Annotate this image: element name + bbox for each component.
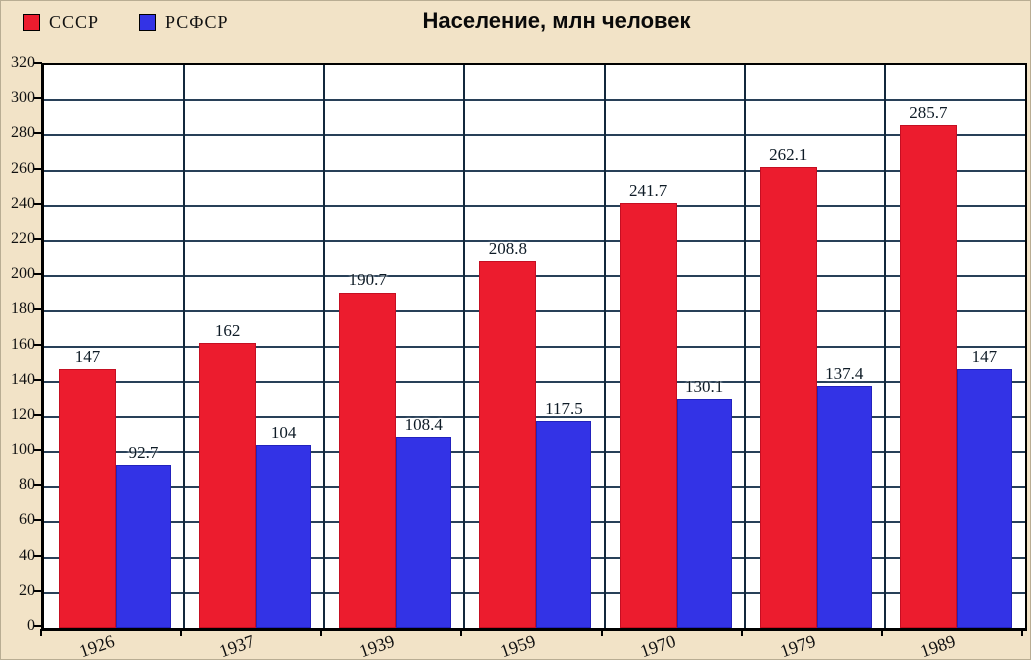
x-tick-label: 1970	[637, 630, 678, 660]
x-axis-tick	[740, 629, 743, 636]
y-axis-tick	[34, 343, 42, 346]
x-axis-tick	[320, 629, 323, 636]
x-tick-label: 1939	[356, 630, 398, 660]
y-axis-tick	[34, 554, 42, 557]
x-axis-tick	[1021, 629, 1023, 636]
bar-СССР-1937	[199, 342, 257, 628]
y-tick-label: 260	[11, 159, 35, 177]
value-label: 137.4	[825, 364, 864, 384]
group-separator	[463, 65, 466, 628]
y-tick-label: 180	[11, 300, 35, 318]
group-separator	[743, 65, 746, 628]
y-tick-label: 220	[11, 229, 35, 247]
y-tick-label: 120	[11, 405, 35, 423]
legend-label-rsfsr: РСФСР	[165, 12, 229, 32]
value-label: 147	[74, 347, 101, 367]
legend-label-ussr: СССР	[49, 12, 100, 32]
y-tick-label: 140	[11, 370, 35, 388]
group-separator	[323, 65, 326, 628]
y-axis-tick	[34, 62, 42, 64]
value-label: 108.4	[404, 415, 443, 435]
y-axis-tick	[34, 378, 42, 381]
group-separator	[603, 65, 606, 628]
y-axis-tick	[34, 308, 42, 311]
value-label: 92.7	[128, 442, 159, 462]
gridline	[44, 134, 1025, 137]
gridline	[44, 169, 1025, 172]
bar-РСФСР-1926	[116, 464, 171, 628]
y-tick-label: 80	[19, 476, 35, 494]
y-axis-tick	[34, 413, 42, 416]
y-axis-tick	[34, 237, 42, 240]
bar-СССР-1939	[339, 292, 397, 628]
value-label: 190.7	[348, 270, 387, 290]
legend-swatch-ussr	[23, 14, 40, 31]
value-label: 241.7	[628, 180, 668, 200]
y-tick-label: 300	[11, 89, 35, 107]
gridline	[44, 239, 1025, 242]
x-axis-tick	[180, 629, 183, 636]
value-label: 285.7	[909, 103, 948, 123]
bar-РСФСР-1979	[816, 386, 872, 628]
y-tick-label: 160	[11, 335, 35, 353]
x-tick-label: 1989	[917, 630, 959, 660]
bar-РСФСР-1970	[676, 399, 732, 628]
y-tick-label: 100	[11, 441, 35, 459]
value-label: 208.8	[488, 238, 528, 258]
y-tick-label: 40	[19, 546, 35, 564]
x-axis-tick	[460, 629, 463, 636]
x-axis-tick	[40, 629, 42, 636]
bar-СССР-1959	[479, 260, 537, 628]
plot-area: 147 92.7 162 104 190.7 108.4 208.8 117.5 241.7 13…	[41, 63, 1027, 631]
x-tick-label: 1979	[777, 630, 818, 660]
x-tick-label: 1937	[216, 630, 258, 660]
y-axis-tick	[34, 484, 42, 487]
y-tick-label: 280	[11, 124, 35, 142]
bar-СССР-1989	[899, 125, 957, 628]
value-label: 262.1	[769, 144, 808, 164]
y-tick-label: 20	[19, 581, 35, 599]
value-label: 130.1	[684, 377, 724, 397]
group-separator	[883, 65, 886, 628]
x-tick-label: 1959	[497, 630, 538, 660]
y-tick-label: 320	[11, 54, 35, 71]
legend-swatch-rsfsr	[139, 14, 157, 31]
x-tick-label: 1926	[76, 630, 118, 660]
x-axis-tick	[880, 629, 883, 636]
group-separator	[183, 65, 186, 628]
bar-РСФСР-1937	[256, 445, 312, 628]
bar-РСФСР-1939	[396, 437, 452, 628]
y-tick-label: 200	[11, 265, 35, 283]
y-axis-tick	[34, 519, 42, 522]
y-tick-label: 0	[27, 617, 35, 634]
value-label: 147	[971, 347, 998, 367]
bar-СССР-1926	[59, 369, 116, 628]
gridline	[44, 204, 1025, 207]
bar-РСФСР-1989	[956, 369, 1012, 628]
legend-item-ussr: СССР	[23, 12, 99, 33]
value-label: 104	[270, 423, 297, 443]
bar-СССР-1979	[759, 166, 817, 628]
chart-title: Население, млн человек	[422, 8, 691, 33]
y-axis-tick	[34, 273, 42, 276]
y-tick-label: 240	[11, 194, 35, 212]
y-tick-label: 60	[19, 511, 35, 529]
y-axis-tick	[34, 97, 42, 100]
bar-РСФСР-1959	[536, 421, 592, 628]
y-axis-tick	[34, 202, 42, 205]
y-axis-tick	[34, 625, 42, 627]
y-axis-tick	[34, 589, 42, 592]
x-axis-tick	[600, 629, 603, 636]
legend-item-rsfsr: РСФСР	[139, 12, 228, 33]
legend: СССР РСФСР	[23, 12, 229, 33]
y-axis-tick	[34, 167, 42, 170]
gridline	[44, 99, 1025, 102]
bar-СССР-1970	[619, 202, 677, 628]
y-axis-tick	[34, 132, 42, 135]
value-label: 117.5	[545, 399, 583, 419]
value-label: 162	[214, 320, 241, 340]
y-axis-tick	[34, 449, 42, 452]
